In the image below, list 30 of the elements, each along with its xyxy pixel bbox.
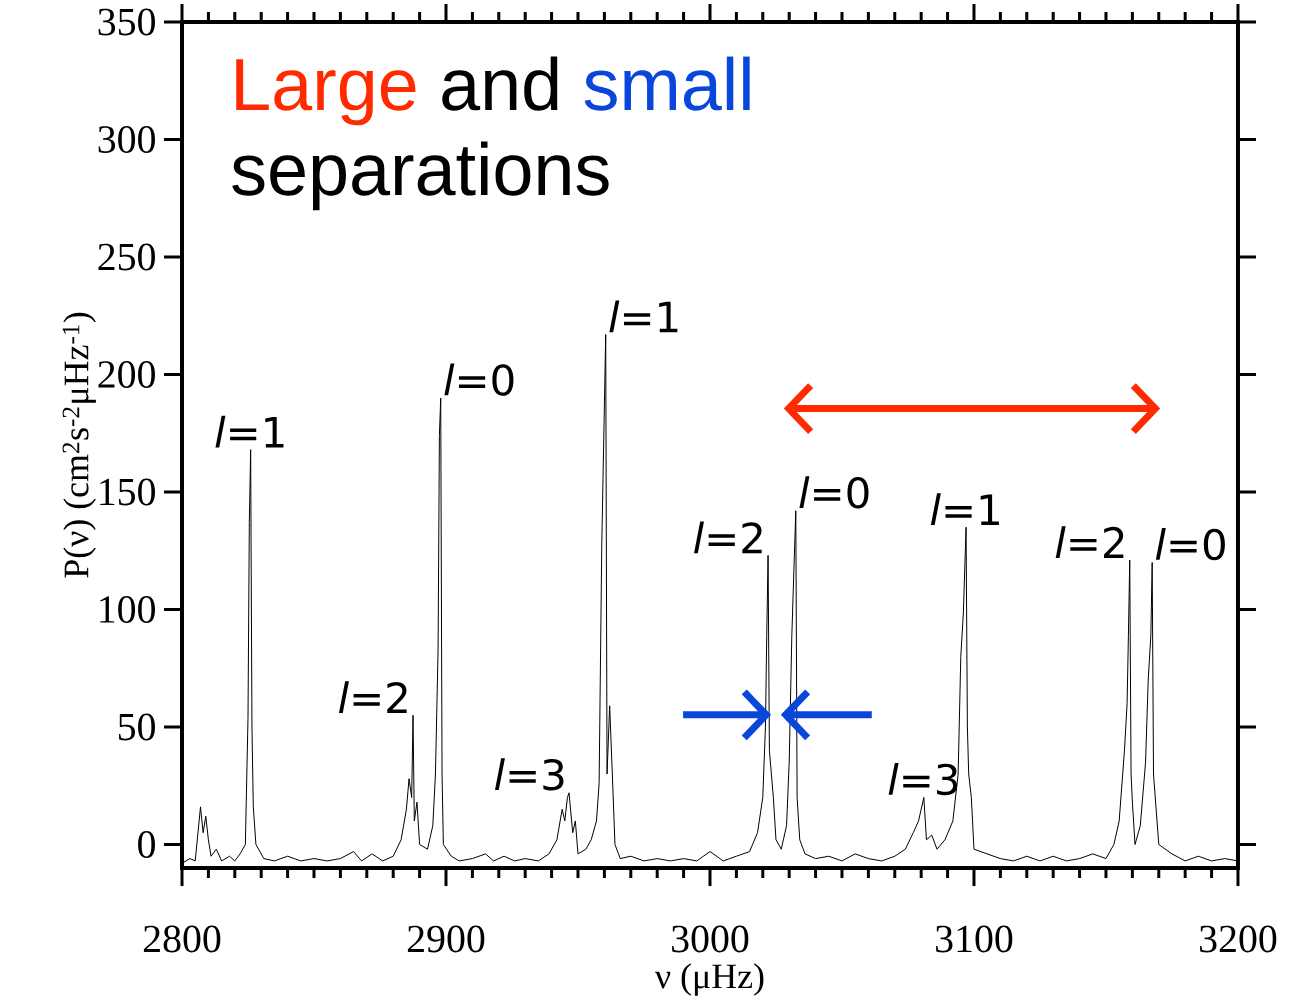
- y-tick-label: 150: [100, 478, 155, 506]
- x-tick-label: 3000: [672, 925, 749, 953]
- annotation: separations: [232, 141, 609, 211]
- y-tick-label: 50: [118, 713, 155, 741]
- x-tick-label: 2800: [143, 925, 221, 953]
- y-tick-label: 250: [98, 243, 155, 271]
- annotation: l=0: [799, 476, 869, 509]
- annotation: l=2: [1055, 526, 1124, 558]
- annotation: l=3: [888, 762, 958, 796]
- annotation: small: [584, 56, 750, 111]
- annotation: l=0: [444, 363, 514, 396]
- y-tick-label: 300: [98, 126, 155, 153]
- y-tick-label: 0: [138, 831, 155, 858]
- y-tick-label: 100: [100, 596, 155, 623]
- annotation: l=2: [694, 521, 762, 554]
- annotation: l=0: [1155, 527, 1225, 561]
- annotation: l=1: [609, 300, 678, 333]
- x-axis-title: ν (μHz): [655, 963, 764, 996]
- annotation: l=1: [930, 493, 999, 526]
- y-axis-title: P(ν) (cm$^{2}$s$^{-2}$μHz$^{-1}$): [62, 312, 96, 578]
- annotation: l=3: [494, 758, 564, 791]
- annotation: Large: [236, 59, 416, 126]
- y-tick-label: 200: [98, 361, 155, 388]
- annotation: and: [442, 56, 558, 111]
- x-tick-label: 3200: [1200, 925, 1277, 953]
- y-tick-label: 350: [98, 8, 155, 36]
- x-tick-label: 3100: [936, 925, 1013, 953]
- annotation: l=2: [338, 681, 407, 714]
- x-tick-label: 2900: [407, 925, 485, 953]
- annotation: l=1: [215, 415, 284, 448]
